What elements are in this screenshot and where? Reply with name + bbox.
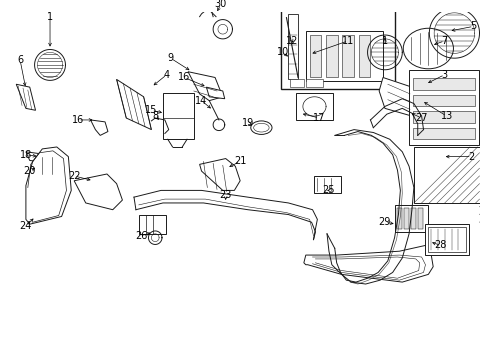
Text: 16: 16 (178, 72, 190, 82)
Bar (408, 70, 478, 145)
Bar (412, 128, 474, 139)
Text: 4: 4 (163, 69, 169, 80)
Bar (412, 95, 474, 107)
Bar (425, 224, 468, 255)
Text: 22: 22 (68, 171, 80, 181)
Text: 9: 9 (167, 53, 173, 63)
Text: 13: 13 (440, 111, 452, 121)
Polygon shape (26, 152, 64, 165)
Polygon shape (206, 87, 224, 99)
Text: 5: 5 (469, 21, 476, 31)
Polygon shape (16, 84, 36, 110)
Text: 15: 15 (145, 105, 157, 115)
Text: 7: 7 (441, 36, 447, 46)
Bar (417, 208, 422, 229)
Polygon shape (199, 158, 240, 190)
Ellipse shape (250, 121, 271, 134)
Polygon shape (74, 174, 122, 210)
Bar (288, 14, 298, 80)
Text: 30: 30 (214, 0, 226, 9)
Bar (280, 4, 394, 89)
Bar (404, 208, 408, 229)
Text: 19: 19 (241, 118, 253, 128)
Text: 26: 26 (135, 231, 147, 241)
Text: 2: 2 (468, 152, 474, 162)
Text: 8: 8 (152, 111, 158, 121)
Text: 14: 14 (195, 96, 207, 105)
Text: 6: 6 (17, 55, 23, 65)
Polygon shape (188, 72, 223, 101)
Polygon shape (26, 147, 71, 224)
Polygon shape (90, 120, 108, 135)
Bar (410, 208, 415, 229)
Text: 16: 16 (72, 115, 84, 125)
Bar (313, 176, 340, 193)
Ellipse shape (403, 28, 452, 69)
Text: 11: 11 (342, 36, 354, 46)
Bar (305, 31, 382, 81)
Bar (309, 35, 321, 77)
Polygon shape (116, 80, 151, 130)
Text: 25: 25 (322, 185, 334, 195)
Text: 27: 27 (414, 113, 427, 123)
Text: 29: 29 (378, 217, 390, 227)
Text: 20: 20 (23, 166, 36, 176)
Bar (325, 35, 337, 77)
Bar (342, 35, 353, 77)
Text: 1: 1 (47, 12, 53, 22)
Text: 21: 21 (233, 157, 246, 166)
Bar (358, 35, 370, 77)
Bar (36, 157, 64, 174)
Polygon shape (378, 77, 418, 116)
Text: 1: 1 (381, 36, 387, 46)
Bar (394, 205, 427, 232)
Bar (296, 93, 332, 120)
Polygon shape (303, 246, 432, 282)
Text: 18: 18 (20, 150, 32, 160)
Bar (397, 208, 402, 229)
Bar (290, 80, 303, 87)
Text: 12: 12 (285, 36, 298, 46)
Bar (139, 215, 165, 234)
Text: 17: 17 (312, 113, 325, 123)
Bar (163, 93, 193, 139)
Text: 28: 28 (434, 240, 446, 251)
Bar (427, 227, 465, 252)
Text: 3: 3 (441, 69, 447, 80)
Text: 10: 10 (276, 48, 288, 57)
Text: 23: 23 (219, 190, 231, 200)
Text: 24: 24 (20, 221, 32, 231)
Bar (305, 80, 323, 87)
Bar (412, 78, 474, 90)
Bar (412, 111, 474, 123)
Bar (413, 147, 479, 203)
